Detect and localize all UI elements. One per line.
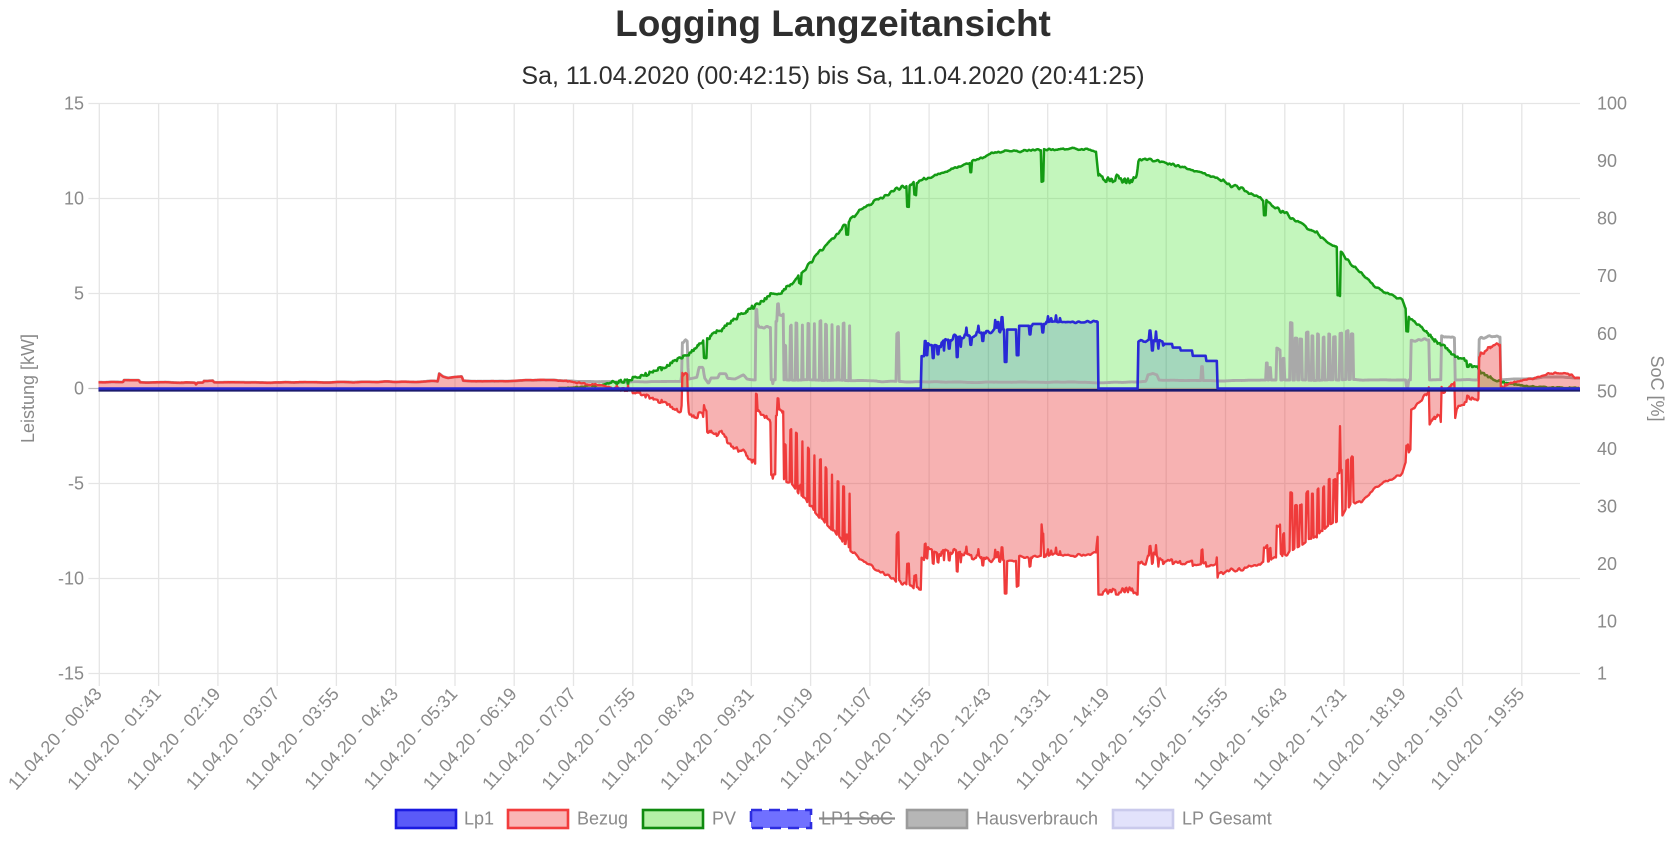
svg-text:LP Gesamt: LP Gesamt [1182,809,1272,829]
svg-text:90: 90 [1597,151,1617,171]
svg-text:100: 100 [1597,94,1627,114]
svg-text:Hausverbrauch: Hausverbrauch [976,809,1098,829]
svg-text:-5: -5 [68,474,84,494]
svg-text:-10: -10 [58,569,84,589]
svg-text:40: 40 [1597,439,1617,459]
svg-text:50: 50 [1597,381,1617,401]
svg-text:5: 5 [74,284,84,304]
svg-text:Bezug: Bezug [577,809,628,829]
svg-text:Lp1: Lp1 [464,809,494,829]
svg-text:30: 30 [1597,497,1617,517]
svg-text:Leistung [kW]: Leistung [kW] [18,334,38,443]
svg-text:15: 15 [64,94,84,114]
svg-text:70: 70 [1597,266,1617,286]
svg-text:80: 80 [1597,209,1617,229]
svg-text:1: 1 [1597,664,1607,684]
svg-text:Sa, 11.04.2020 (00:42:15) bis: Sa, 11.04.2020 (00:42:15) bis Sa, 11.04.… [521,62,1144,90]
svg-text:10: 10 [1597,612,1617,632]
svg-text:10: 10 [64,189,84,209]
svg-text:60: 60 [1597,324,1617,344]
svg-text:PV: PV [712,809,736,829]
svg-text:20: 20 [1597,554,1617,574]
svg-text:SoC [%]: SoC [%] [1647,355,1666,421]
svg-text:-15: -15 [58,664,84,684]
svg-text:Logging Langzeitansicht: Logging Langzeitansicht [615,3,1051,44]
svg-text:0: 0 [74,379,84,399]
